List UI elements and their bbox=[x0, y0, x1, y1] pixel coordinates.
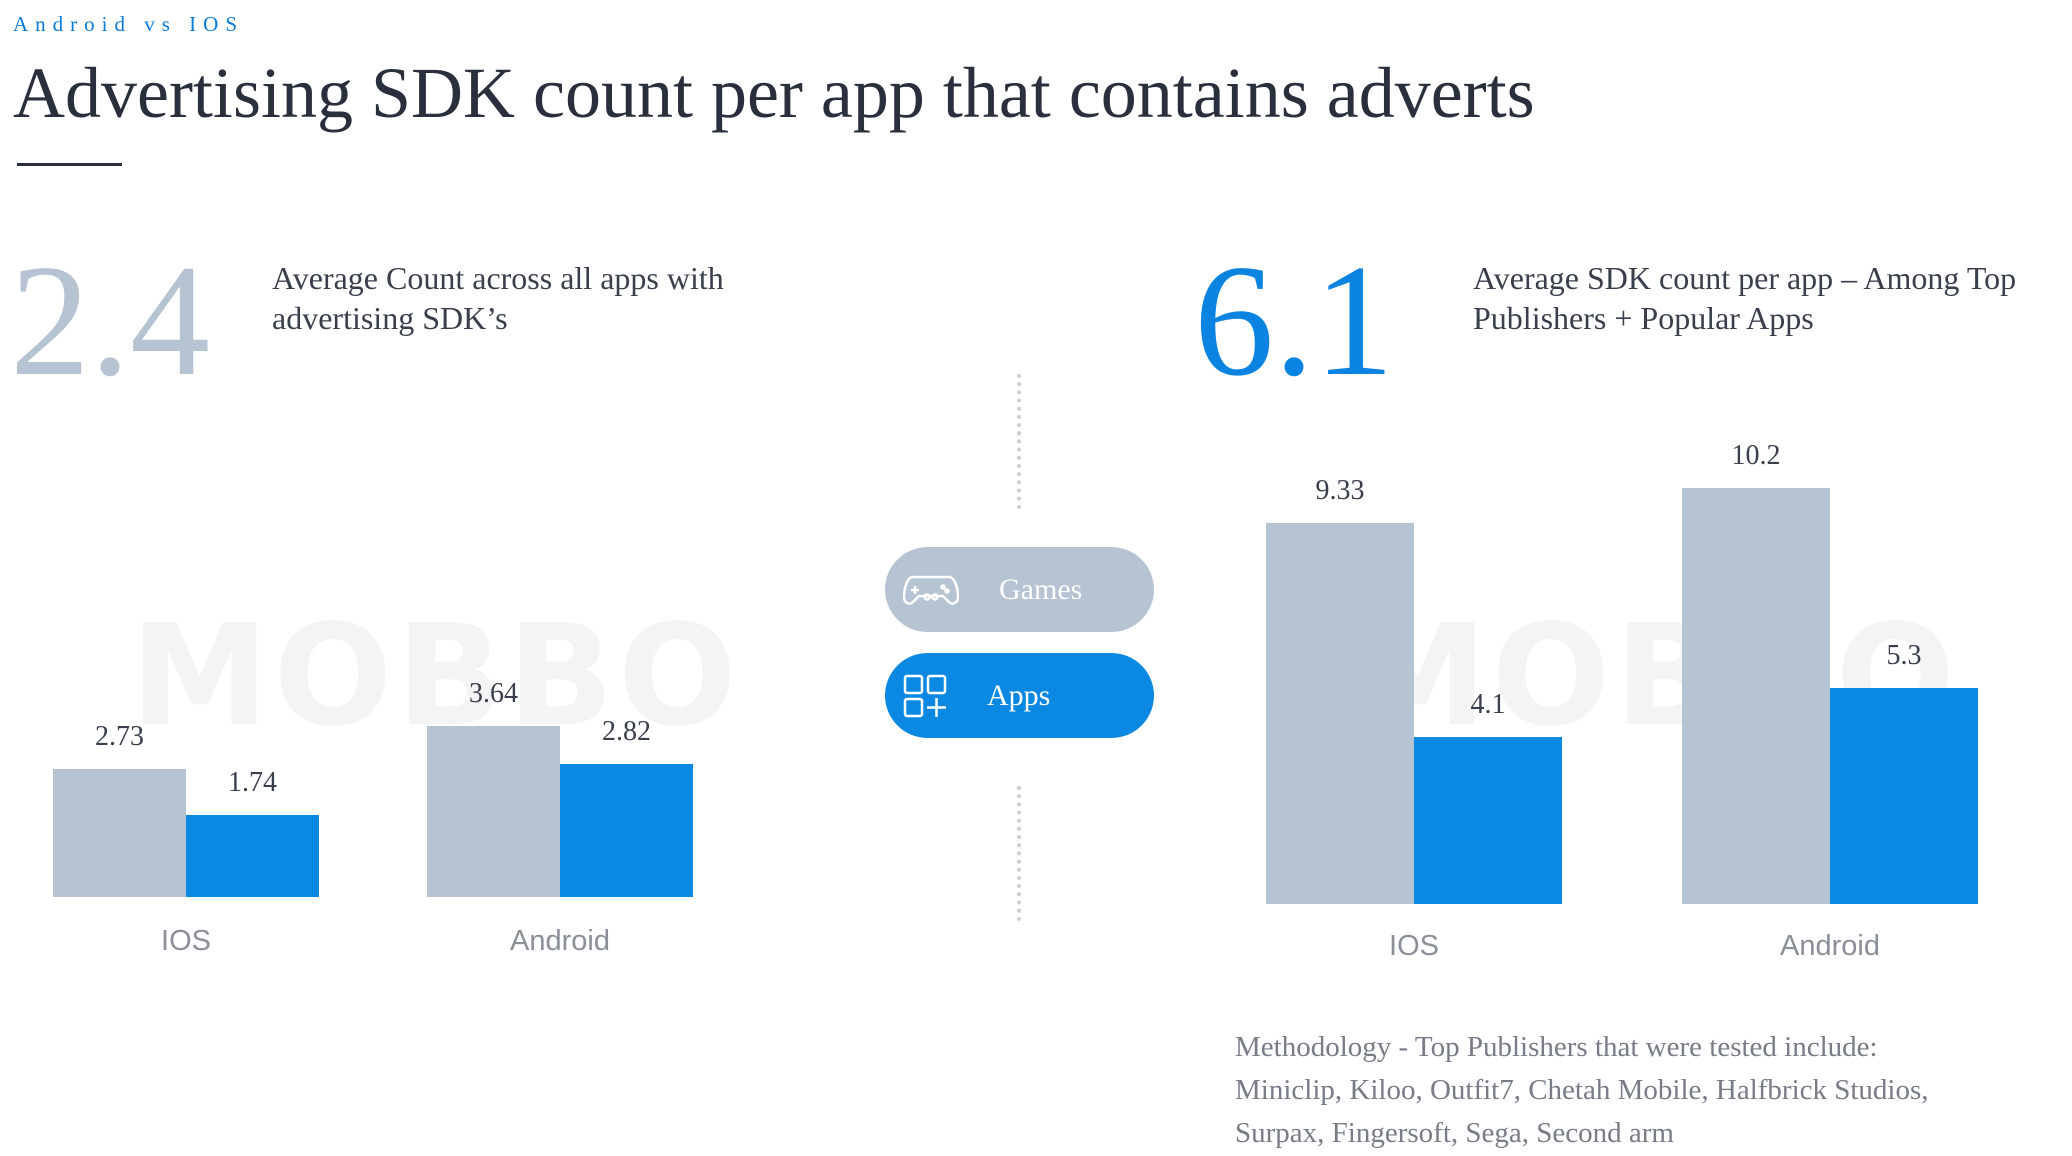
value-label: 9.33 bbox=[1315, 475, 1365, 507]
value-label: 2.73 bbox=[95, 720, 144, 752]
value-label: 2.82 bbox=[602, 716, 651, 748]
bar-ios-series-2 bbox=[1414, 736, 1562, 904]
apps-grid-icon bbox=[903, 674, 947, 717]
bar-ios-series-2 bbox=[186, 815, 319, 897]
bar-android-series-2 bbox=[560, 764, 693, 897]
gamepad-icon bbox=[903, 575, 959, 605]
category-label-android: Android bbox=[510, 925, 610, 957]
category-label-ios: IOS bbox=[1389, 930, 1439, 962]
games-label: Games bbox=[999, 572, 1083, 606]
title-underline bbox=[17, 163, 122, 166]
bar-ios-series-1 bbox=[53, 768, 186, 897]
value-label: 5.3 bbox=[1886, 639, 1922, 671]
methodology-line: Miniclip, Kiloo, Outfit7, Chetah Mobile,… bbox=[1235, 1074, 1929, 1106]
games-toggle-button[interactable]: Games bbox=[885, 547, 1154, 632]
bar-ios-series-1 bbox=[1266, 523, 1414, 904]
bar-android-series-2 bbox=[1830, 687, 1978, 904]
average-all-apps-description: Average Count across all apps with adver… bbox=[272, 260, 724, 336]
bar-android-series-1 bbox=[1682, 487, 1830, 904]
category-label-ios: IOS bbox=[161, 925, 211, 957]
category-label-android: Android bbox=[1780, 930, 1880, 962]
value-label: 10.2 bbox=[1731, 439, 1781, 471]
divider-top bbox=[1017, 374, 1021, 509]
methodology-line: Surpax, Fingersoft, Sega, Second arm bbox=[1235, 1117, 1674, 1149]
average-top-publishers: 6.1 bbox=[1194, 231, 1394, 409]
average-top-publishers-description: Average SDK count per app – Among Top Pu… bbox=[1473, 260, 2017, 336]
methodology-line: Methodology - Top Publishers that were t… bbox=[1235, 1031, 1878, 1063]
page-title: Advertising SDK count per app that conta… bbox=[13, 53, 1535, 133]
apps-label: Apps bbox=[987, 678, 1051, 712]
value-label: 4.1 bbox=[1470, 688, 1506, 720]
value-label: 1.74 bbox=[228, 767, 277, 799]
bar-android-series-1 bbox=[427, 725, 560, 897]
apps-toggle-button[interactable]: Apps bbox=[885, 653, 1154, 738]
methodology-note: Methodology - Top Publishers that were t… bbox=[1235, 1026, 2065, 1155]
divider-bottom bbox=[1017, 786, 1021, 921]
average-all-apps: 2.4 bbox=[10, 231, 210, 409]
kicker: Android vs IOS bbox=[13, 12, 245, 36]
value-label: 3.64 bbox=[469, 677, 518, 709]
